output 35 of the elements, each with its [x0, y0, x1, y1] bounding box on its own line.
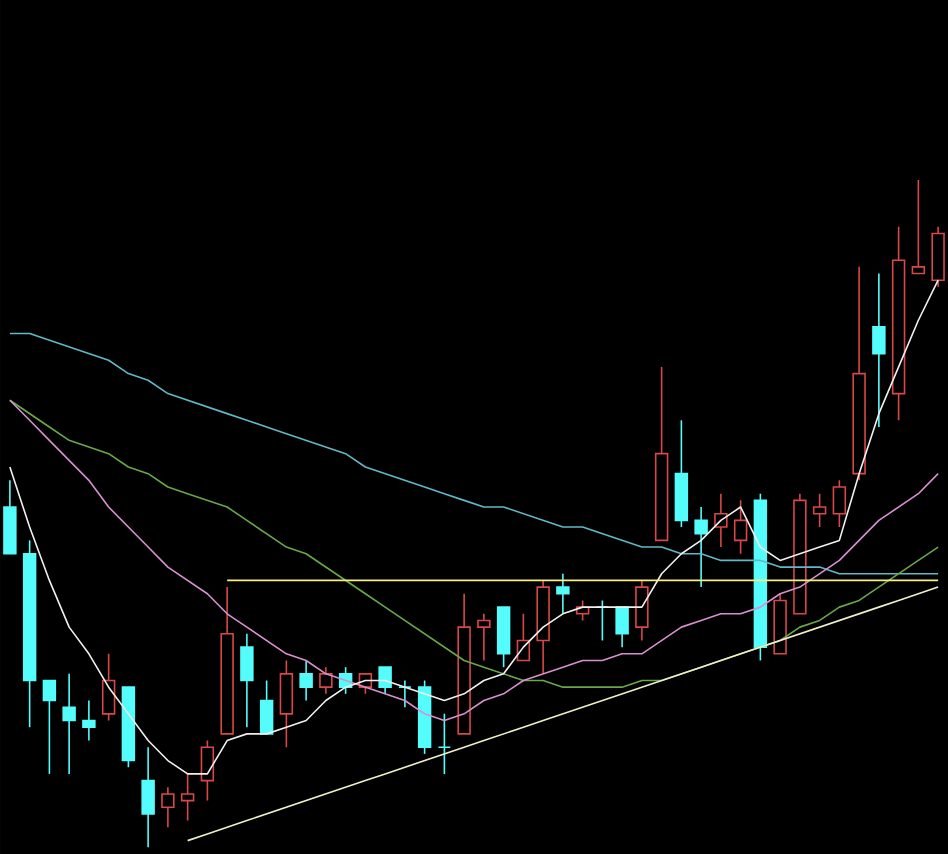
candlestick — [773, 592, 787, 655]
candlestick — [299, 659, 313, 702]
candlestick — [516, 612, 531, 662]
candlestick — [319, 666, 333, 695]
candlestick — [101, 653, 116, 722]
candlestick — [200, 739, 215, 802]
candlestick — [694, 506, 708, 588]
candlestick — [714, 492, 728, 548]
candlestick — [358, 673, 373, 695]
candlestick — [891, 226, 906, 422]
candlestick — [931, 226, 945, 288]
candlestick — [161, 786, 175, 829]
candlestick — [437, 713, 452, 775]
candlestick — [832, 479, 847, 528]
candlestick — [82, 699, 96, 742]
candlestick — [279, 659, 294, 749]
candlestick — [457, 592, 471, 735]
candlestick — [872, 272, 886, 428]
candlestick — [654, 366, 669, 542]
candlestick — [220, 586, 234, 735]
candlestick — [733, 499, 748, 555]
candlestick — [240, 633, 254, 729]
candlestick — [793, 492, 807, 615]
candlestick — [477, 612, 491, 662]
candlestick — [141, 746, 155, 849]
candlestick — [812, 492, 827, 528]
candlestick — [398, 679, 412, 708]
candlestick — [536, 579, 550, 675]
candlestick — [180, 773, 195, 822]
candlestick — [556, 572, 570, 615]
candlestick — [911, 179, 926, 275]
candlestick — [62, 673, 76, 775]
candlestick — [852, 266, 866, 482]
candlestick — [635, 579, 649, 642]
candlestick — [575, 599, 590, 622]
